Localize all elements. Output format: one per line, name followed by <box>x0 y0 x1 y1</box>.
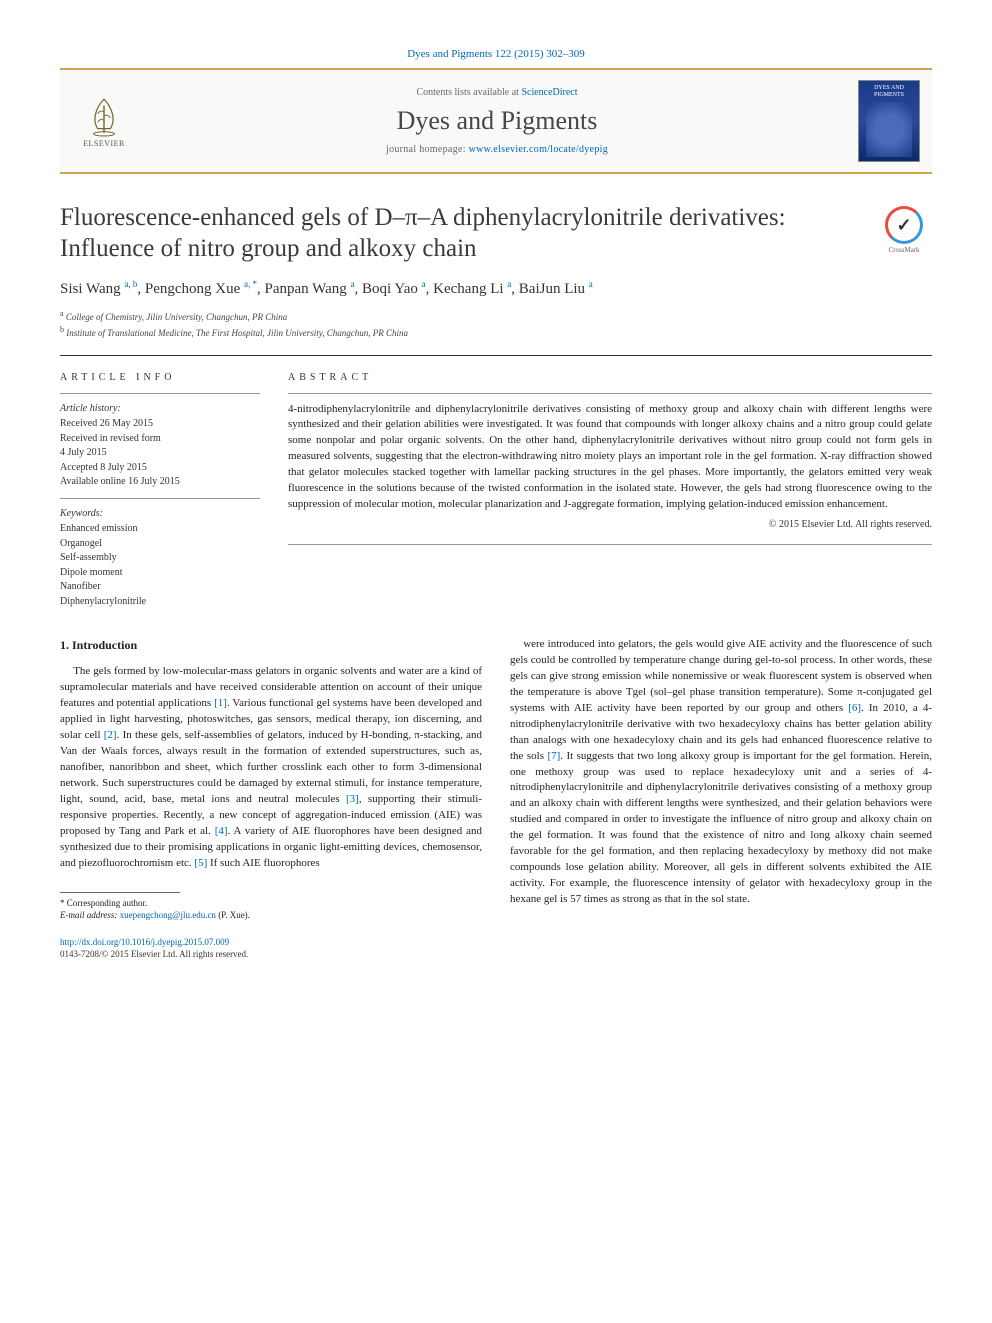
reference-link[interactable]: [1] <box>214 697 227 709</box>
citation-line: Dyes and Pigments 122 (2015) 302–309 <box>60 48 932 60</box>
history-line: Available online 16 July 2015 <box>60 475 260 490</box>
keywords-label: Keywords: <box>60 507 260 522</box>
article-title: Fluorescence-enhanced gels of D–π–A diph… <box>60 202 840 265</box>
crossmark-label: CrossMark <box>888 246 919 254</box>
history-line: 4 July 2015 <box>60 446 260 461</box>
footnote-divider <box>60 892 180 893</box>
article-info-heading: ARTICLE INFO <box>60 372 260 383</box>
intro-paragraph-col2: were introduced into gelators, the gels … <box>510 637 932 908</box>
crossmark-badge[interactable]: ✓ CrossMark <box>876 206 932 262</box>
corresponding-author: * Corresponding author. E-mail address: … <box>60 897 482 922</box>
keyword: Self-assembly <box>60 551 260 566</box>
history-line: Received 26 May 2015 <box>60 417 260 432</box>
elsevier-tree-icon <box>83 95 125 137</box>
homepage-prefix: journal homepage: <box>386 144 469 155</box>
doi-link[interactable]: http://dx.doi.org/10.1016/j.dyepig.2015.… <box>60 937 229 947</box>
reference-link[interactable]: [6] <box>848 702 861 714</box>
doi-footer: http://dx.doi.org/10.1016/j.dyepig.2015.… <box>60 936 932 961</box>
sciencedirect-link[interactable]: ScienceDirect <box>521 87 577 98</box>
intro-paragraph-col1: The gels formed by low-molecular-mass ge… <box>60 664 482 871</box>
reference-link[interactable]: [4] <box>215 825 228 837</box>
journal-homepage-line: journal homepage: www.elsevier.com/locat… <box>136 144 858 155</box>
journal-header: ELSEVIER Contents lists available at Sci… <box>60 68 932 174</box>
keyword: Dipole moment <box>60 566 260 581</box>
reference-link[interactable]: [2] <box>104 729 117 741</box>
article-history: Article history: Received 26 May 2015Rec… <box>60 402 260 490</box>
abstract-text: 4-nitrodiphenylacrylonitrile and dipheny… <box>288 402 932 514</box>
divider <box>60 355 932 356</box>
contents-prefix: Contents lists available at <box>416 87 521 98</box>
keyword: Organogel <box>60 537 260 552</box>
corresponding-label: * Corresponding author. <box>60 897 482 910</box>
journal-homepage-link[interactable]: www.elsevier.com/locate/dyepig <box>469 144 608 155</box>
journal-cover-thumbnail: DYES AND PIGMENTS <box>858 80 920 162</box>
divider <box>288 544 932 545</box>
keyword: Diphenylacrylonitrile <box>60 595 260 610</box>
authors-line: Sisi Wang a, b, Pengchong Xue a, *, Panp… <box>60 279 932 298</box>
keyword: Nanofiber <box>60 580 260 595</box>
keywords-block: Keywords: Enhanced emissionOrganogelSelf… <box>60 507 260 610</box>
affiliation-a: a College of Chemistry, Jilin University… <box>60 308 932 325</box>
history-line: Received in revised form <box>60 432 260 447</box>
reference-link[interactable]: [5] <box>194 857 207 869</box>
divider <box>60 498 260 499</box>
issn-copyright: 0143-7208/© 2015 Elsevier Ltd. All right… <box>60 949 248 959</box>
reference-link[interactable]: [7] <box>547 750 560 762</box>
divider <box>288 393 932 394</box>
section-heading-introduction: 1. Introduction <box>60 637 482 654</box>
journal-name: Dyes and Pigments <box>136 106 858 136</box>
abstract-heading: ABSTRACT <box>288 372 932 383</box>
contents-available-line: Contents lists available at ScienceDirec… <box>136 87 858 98</box>
abstract-copyright: © 2015 Elsevier Ltd. All rights reserved… <box>288 519 932 530</box>
history-label: Article history: <box>60 402 260 417</box>
corresponding-email-link[interactable]: xuepengchong@jlu.edu.cn <box>120 910 216 920</box>
publisher-name: ELSEVIER <box>83 139 125 148</box>
reference-link[interactable]: [3] <box>346 793 359 805</box>
divider <box>60 393 260 394</box>
email-suffix: (P. Xue). <box>216 910 250 920</box>
affiliation-b: b Institute of Translational Medicine, T… <box>60 324 932 341</box>
email-label: E-mail address: <box>60 910 120 920</box>
history-line: Accepted 8 July 2015 <box>60 461 260 476</box>
cover-image <box>866 102 913 157</box>
cover-title: DYES AND PIGMENTS <box>863 85 915 98</box>
checkmark-icon: ✓ <box>896 215 911 236</box>
affiliations: a College of Chemistry, Jilin University… <box>60 308 932 341</box>
crossmark-icon: ✓ <box>885 206 923 244</box>
publisher-logo: ELSEVIER <box>72 85 136 157</box>
keyword: Enhanced emission <box>60 522 260 537</box>
